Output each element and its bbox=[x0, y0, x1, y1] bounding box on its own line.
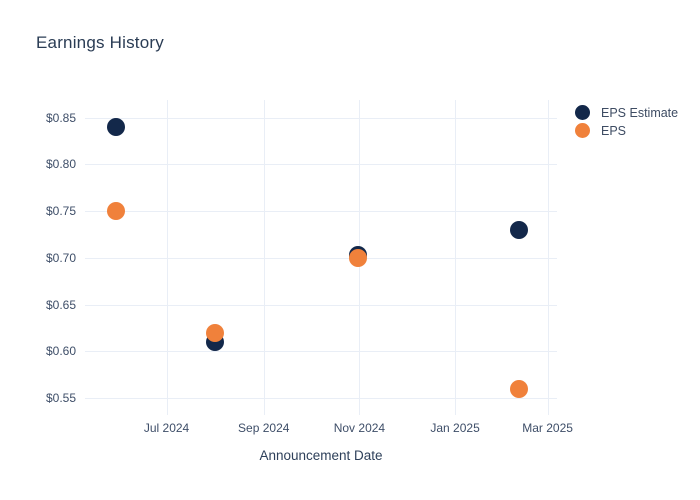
x-gridline bbox=[547, 100, 549, 415]
y-tick-label: $0.65 bbox=[45, 297, 76, 312]
legend-label: EPS bbox=[601, 123, 627, 138]
legend-marker-icon bbox=[575, 105, 590, 120]
data-point-eps[interactable] bbox=[348, 248, 367, 267]
y-tick-label: $0.80 bbox=[45, 157, 76, 172]
y-gridline bbox=[85, 398, 557, 400]
plot-area bbox=[85, 100, 557, 415]
chart-title: Earnings History bbox=[36, 33, 164, 52]
data-point-eps[interactable] bbox=[107, 202, 126, 221]
y-gridline bbox=[85, 304, 557, 306]
x-tick-label: Jul 2024 bbox=[143, 421, 190, 435]
x-tick-label: Nov 2024 bbox=[333, 421, 386, 435]
legend-label: EPS Estimate bbox=[601, 105, 679, 120]
x-axis-title: Announcement Date bbox=[259, 448, 383, 463]
y-tick-label: $0.60 bbox=[45, 344, 76, 359]
y-gridline bbox=[85, 351, 557, 353]
x-tick-label: Jan 2025 bbox=[430, 421, 480, 435]
legend: EPS Estimate EPS bbox=[575, 105, 678, 138]
y-gridline bbox=[85, 257, 557, 259]
y-gridline bbox=[85, 117, 557, 119]
legend-item-eps-estimate[interactable]: EPS Estimate bbox=[575, 105, 678, 120]
y-tick-label: $0.85 bbox=[45, 110, 76, 125]
y-tick-label: $0.75 bbox=[45, 204, 76, 219]
data-point-eps-estimate[interactable] bbox=[107, 118, 126, 137]
x-tick-label: Mar 2025 bbox=[522, 421, 573, 435]
x-gridline bbox=[455, 100, 457, 415]
data-point-eps[interactable] bbox=[510, 379, 529, 398]
data-point-eps[interactable] bbox=[206, 323, 225, 342]
x-tick-label: Sep 2024 bbox=[238, 421, 290, 435]
y-gridline bbox=[85, 211, 557, 213]
data-point-eps-estimate[interactable] bbox=[510, 220, 529, 239]
y-gridline bbox=[85, 164, 557, 166]
y-tick-label: $0.70 bbox=[45, 250, 76, 265]
legend-item-eps[interactable]: EPS bbox=[575, 123, 678, 138]
x-gridline bbox=[263, 100, 265, 415]
y-tick-label: $0.55 bbox=[45, 391, 76, 406]
x-gridline bbox=[166, 100, 168, 415]
legend-marker-icon bbox=[575, 123, 590, 138]
